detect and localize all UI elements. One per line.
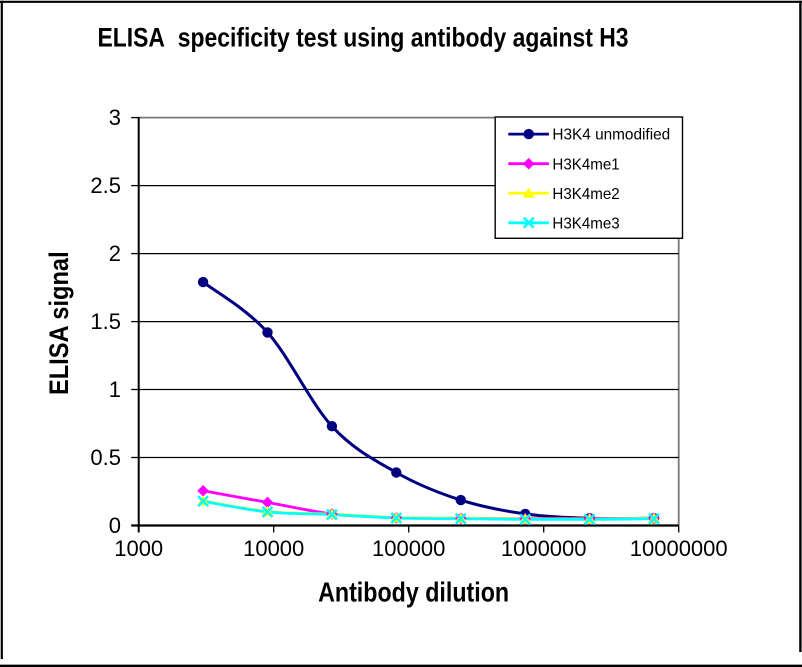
svg-text:H3K4me2: H3K4me2 [552, 186, 619, 203]
svg-text:H3K4 unmodified: H3K4 unmodified [552, 127, 670, 144]
svg-text:ELISA specificity test using: ELISA specificity test using antibody ag… [98, 23, 629, 53]
svg-text:1000: 1000 [114, 536, 163, 561]
svg-text:ELISA signal: ELISA signal [44, 251, 74, 395]
svg-text:H3K4me3: H3K4me3 [552, 215, 619, 232]
svg-text:1000000: 1000000 [501, 536, 587, 561]
svg-text:2.5: 2.5 [90, 173, 121, 198]
svg-text:0.5: 0.5 [90, 445, 121, 470]
svg-text:2: 2 [109, 241, 121, 266]
svg-text:10000000: 10000000 [630, 536, 728, 561]
svg-text:Antibody dilution: Antibody dilution [318, 576, 509, 607]
svg-text:3: 3 [109, 105, 121, 130]
svg-text:100000: 100000 [372, 536, 445, 561]
svg-text:1: 1 [109, 377, 121, 402]
svg-text:10000: 10000 [243, 536, 304, 561]
svg-text:H3K4me1: H3K4me1 [552, 156, 619, 173]
svg-text:0: 0 [109, 513, 121, 538]
svg-text:1.5: 1.5 [90, 309, 121, 334]
